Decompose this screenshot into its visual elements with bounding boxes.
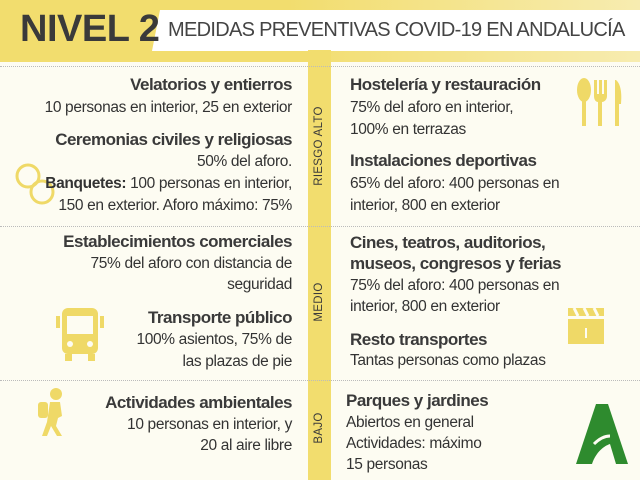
deportivas-title: Instalaciones deportivas (350, 151, 537, 170)
comercios-title: Establecimientos comerciales (63, 232, 292, 251)
bus-icon (56, 308, 104, 361)
right-panel (331, 62, 640, 480)
hiker-icon (38, 388, 62, 436)
divider (0, 66, 640, 67)
parques-line1: Abiertos en general (346, 414, 474, 431)
parques-title: Parques y jardines (346, 391, 489, 410)
parques-line3: 15 personas (346, 456, 428, 473)
level-label-low: BAJO (313, 412, 325, 444)
cines-title2: museos, congresos y ferias (350, 254, 561, 273)
cines-line1: 75% del aforo: 400 personas en (350, 277, 560, 294)
title-box (152, 10, 640, 51)
comercios-line2: seguridad (227, 276, 292, 293)
ceremonias-body: 50% del aforo. (196, 153, 292, 170)
level-label-medium: MEDIO (313, 282, 325, 322)
junta-andalucia-logo (576, 404, 628, 464)
comercios-line1: 75% del aforo con distancia de (90, 255, 293, 272)
level-label-high: RIESGO ALTO (313, 106, 325, 186)
risk-strip (308, 50, 331, 480)
deportivas-line1: 65% del aforo: 400 personas en (350, 175, 560, 192)
level-title: NIVEL 2 (20, 8, 160, 50)
ambientales-line1: 10 personas en interior, y (127, 416, 292, 433)
page-subtitle: MEDIDAS PREVENTIVAS COVID-19 EN ANDALUCÍ… (168, 19, 625, 41)
ceremonias-title: Ceremonias civiles y religiosas (55, 130, 292, 149)
cines-line2: interior, 800 en exterior (350, 298, 500, 315)
velatorios-title: Velatorios y entierros (130, 75, 292, 94)
parques-line2: Actividades: máximo (346, 435, 482, 452)
banquetes-text: 100 personas en interior, (126, 175, 292, 192)
hosteleria-title: Hostelería y restauración (350, 75, 541, 94)
transporte-line1: 100% asientos, 75% de (136, 331, 292, 348)
clapperboard-icon (568, 307, 604, 344)
banquetes-label: Banquetes: (45, 175, 127, 192)
cines-title1: Cines, teatros, auditorios, (350, 233, 546, 252)
velatorios-body: 10 personas en interior, 25 en exterior (44, 99, 293, 116)
transporte-line2: las plazas de pie (182, 353, 292, 370)
transporte-title: Transporte público (147, 308, 293, 327)
banquetes-body: Banquetes: 100 personas en interior, (45, 175, 292, 193)
resto-line1: Tantas personas como plazas (350, 352, 546, 369)
cutlery-icon (577, 78, 622, 126)
banquetes-body2: 150 en exterior. Aforo máximo: 75% (58, 197, 292, 214)
divider (0, 380, 640, 381)
hosteleria-line1: 75% del aforo en interior, (350, 99, 514, 116)
ambientales-title: Actividades ambientales (105, 393, 292, 412)
hosteleria-line2: 100% en terrazas (350, 121, 466, 138)
resto-title: Resto transportes (350, 330, 487, 349)
deportivas-line2: interior, 800 en exterior (350, 197, 500, 214)
rings-icon (15, 163, 55, 205)
ambientales-line2: 20 al aire libre (200, 437, 292, 454)
header-band-left (0, 50, 310, 62)
divider (0, 226, 640, 227)
